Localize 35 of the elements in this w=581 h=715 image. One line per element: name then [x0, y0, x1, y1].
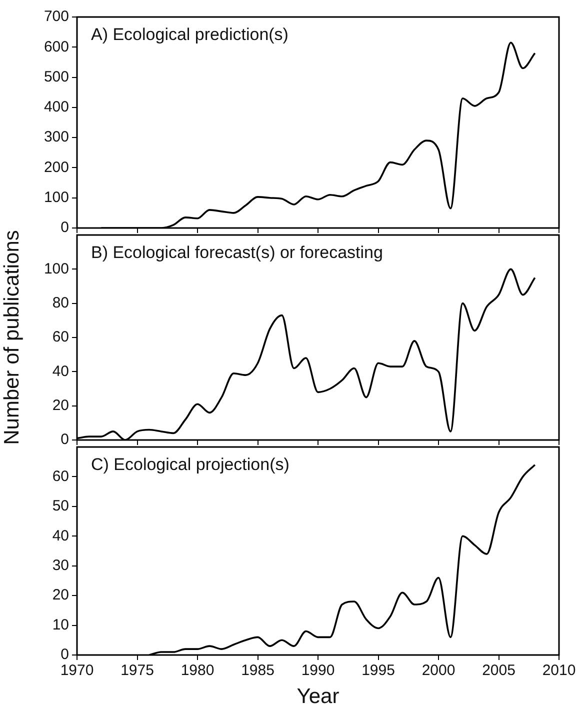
y-tick-label: 700	[44, 8, 69, 26]
y-axis-title: Number of publications	[0, 230, 24, 445]
y-tick-label: 60	[52, 328, 69, 346]
y-tick-label: 60	[52, 468, 69, 485]
x-tick-label: 1995	[362, 662, 395, 680]
y-tick-label: 0	[60, 646, 69, 664]
text: B) Ecological forecast(s) or forecasting	[91, 243, 383, 262]
y-tick-label: 100	[44, 189, 69, 206]
y-tick-label: 500	[44, 68, 69, 86]
y-tick-label: 0	[60, 431, 69, 448]
y-tick-label: 400	[44, 98, 69, 116]
y-tick-label: 50	[52, 498, 69, 515]
x-tick-label: 2000	[422, 662, 456, 680]
y-tick-label: 40	[52, 527, 69, 544]
text: C) Ecological projection(s)	[91, 455, 290, 474]
y-tick-label: 200	[44, 158, 69, 176]
y-tick-label: 0	[60, 219, 69, 236]
y-tick-label: 10	[52, 616, 69, 634]
y-tick-label: 30	[52, 557, 69, 574]
y-tick-label: 20	[52, 586, 69, 604]
y-tick-label: 600	[44, 38, 69, 56]
y-tick-label: 80	[52, 294, 69, 312]
x-tick-label: 1985	[241, 662, 274, 680]
x-tick-label: 2010	[542, 662, 576, 680]
x-axis-title: Year	[296, 685, 340, 708]
x-tick-label: 1970	[60, 662, 94, 680]
x-tick-label: 1990	[301, 662, 335, 680]
x-tick-label: 1975	[120, 662, 154, 680]
y-tick-label: 20	[52, 396, 69, 414]
y-tick-label: 40	[52, 362, 69, 380]
text: A) Ecological prediction(s)	[91, 25, 288, 44]
x-tick-label: 1980	[180, 662, 214, 680]
y-tick-label: 300	[44, 128, 69, 146]
y-tick-label: 100	[44, 260, 69, 278]
x-tick-label: 2005	[482, 662, 516, 680]
